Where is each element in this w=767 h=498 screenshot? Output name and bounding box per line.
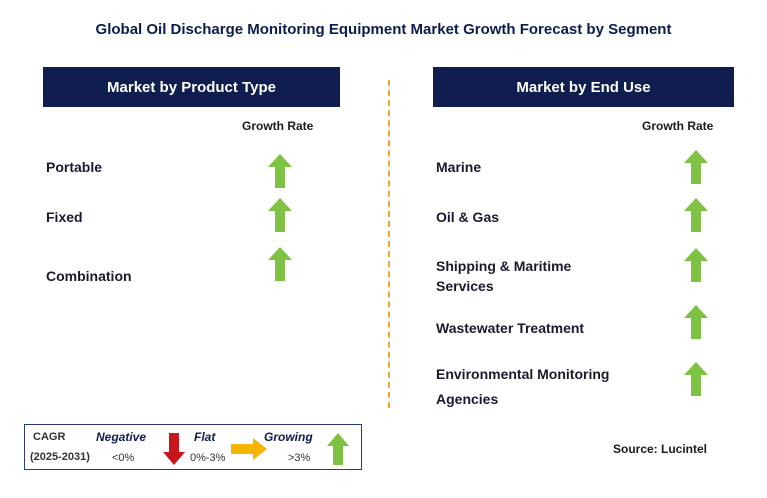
- growing-arrow-icon: [268, 247, 292, 281]
- product-growth-rate-label: Growth Rate: [242, 119, 314, 133]
- growing-arrow-icon: [268, 198, 292, 232]
- legend-flat-label: Flat: [194, 430, 216, 444]
- product-type-header: Market by Product Type: [43, 67, 340, 107]
- end-use-item-environmental: Environmental Monitoring Agencies: [436, 366, 610, 407]
- growing-arrow-icon: [684, 198, 708, 232]
- legend-flat-range: 0%-3%: [190, 452, 226, 464]
- cagr-legend: [24, 424, 362, 470]
- page-title: Global Oil Discharge Monitoring Equipmen…: [95, 21, 672, 38]
- end-use-item-wastewater: Wastewater Treatment: [436, 320, 585, 336]
- growing-arrow-icon: [684, 150, 708, 184]
- legend-negative-label: Negative: [96, 430, 147, 444]
- product-item-portable: Portable: [46, 159, 103, 175]
- panel-divider: [388, 80, 390, 408]
- negative-arrow-icon: [163, 433, 185, 465]
- end-use-item-marine: Marine: [436, 159, 482, 175]
- product-item-fixed: Fixed: [46, 209, 83, 225]
- legend-growing-label: Growing: [264, 430, 313, 444]
- source-credit: Source: Lucintel: [613, 442, 708, 456]
- legend-cagr-label: CAGR: [33, 431, 66, 443]
- product-item-combination: Combination: [46, 268, 132, 284]
- end-use-item-shipping: Shipping & Maritime Services: [436, 258, 572, 294]
- legend-negative-range: <0%: [112, 452, 135, 464]
- end-use-header: Market by End Use: [433, 67, 734, 107]
- growing-arrow-icon: [327, 433, 349, 465]
- growing-arrow-icon: [268, 154, 292, 188]
- flat-arrow-icon: [231, 438, 267, 460]
- legend-period: (2025-2031): [30, 451, 90, 463]
- end-use-growth-rate-label: Growth Rate: [642, 119, 714, 133]
- growing-arrow-icon: [684, 362, 708, 396]
- end-use-item-oil-gas: Oil & Gas: [436, 209, 500, 225]
- growing-arrow-icon: [684, 305, 708, 339]
- legend-growing-range: >3%: [288, 452, 311, 464]
- growing-arrow-icon: [684, 248, 708, 282]
